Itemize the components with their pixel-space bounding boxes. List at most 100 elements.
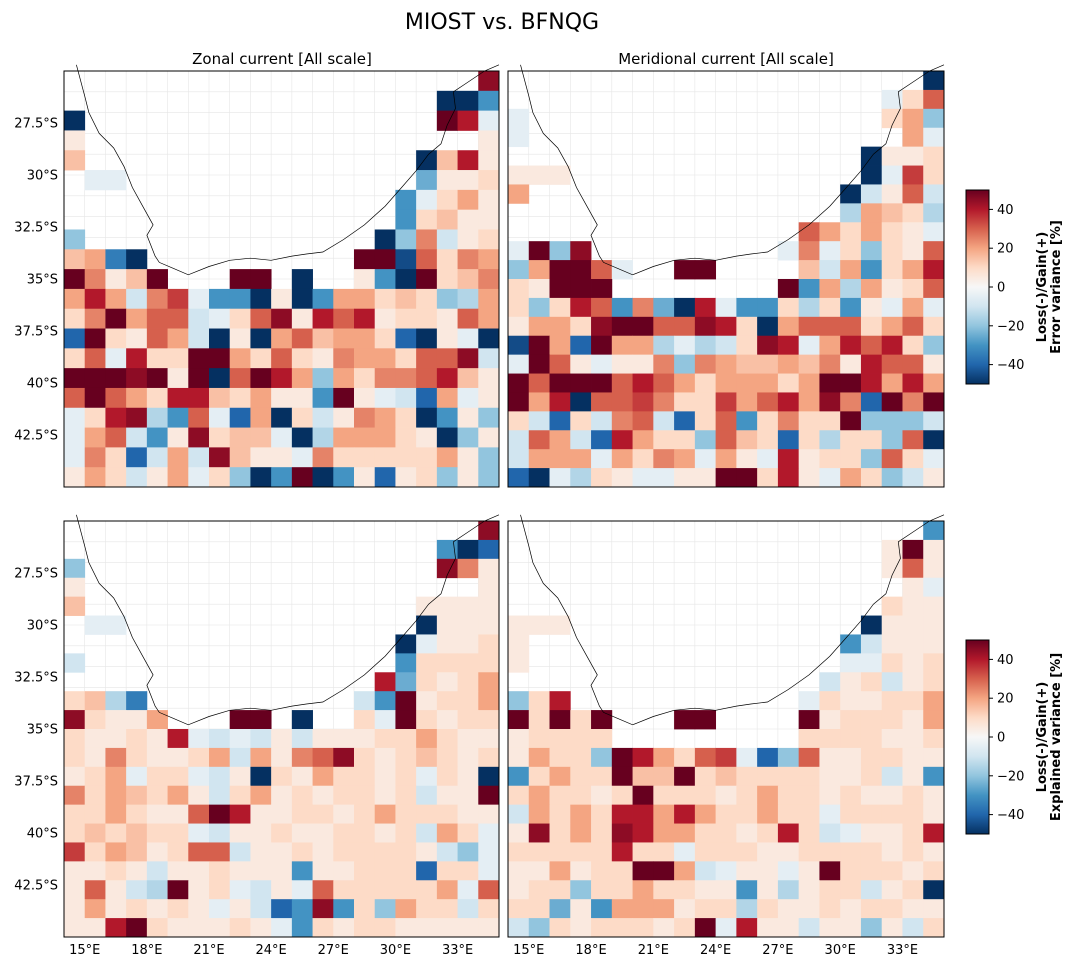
heatmap-cell: [591, 297, 613, 318]
heatmap-cell: [632, 861, 654, 881]
heatmap-cell: [354, 427, 376, 448]
heatmap-cell: [694, 823, 717, 843]
heatmap-cell: [591, 430, 613, 450]
heatmap-cell: [395, 918, 417, 938]
heatmap-cell: [715, 297, 737, 318]
heatmap-cell: [271, 804, 293, 824]
heatmap-cell: [611, 392, 633, 412]
heatmap-cell: [64, 710, 86, 730]
heatmap-cell: [923, 823, 945, 843]
heatmap-cell: [271, 288, 293, 310]
heatmap-cell: [694, 449, 717, 469]
heatmap-cell: [798, 241, 820, 261]
heatmap-cell: [167, 427, 189, 448]
heatmap-cell: [611, 899, 633, 919]
heatmap-cell: [715, 785, 737, 806]
heatmap-cell: [188, 880, 210, 900]
heatmap-cell: [271, 368, 293, 389]
heatmap-cell: [923, 316, 945, 337]
heatmap-cell: [819, 672, 841, 692]
heatmap-cell: [374, 899, 396, 919]
heatmap-cell: [126, 823, 148, 843]
heatmap-cell: [416, 880, 438, 900]
heatmap-cell: [250, 447, 272, 468]
heatmap-cell: [291, 823, 313, 843]
heatmap-cell: [715, 747, 737, 768]
y-tick-label: 40°S: [27, 827, 58, 842]
heatmap-cell: [291, 427, 313, 448]
y-tick-label: 37.5°S: [14, 325, 58, 340]
heatmap-cell: [105, 170, 127, 191]
heatmap-cell: [374, 249, 396, 270]
heatmap-cell: [840, 260, 862, 280]
heatmap-cell: [64, 596, 86, 616]
heatmap-cell: [694, 373, 717, 393]
heatmap-cell: [354, 447, 376, 468]
heatmap-cell: [354, 308, 376, 329]
heatmap-cell: [105, 467, 127, 488]
heatmap-cell: [674, 449, 696, 469]
heatmap-cell: [860, 861, 883, 881]
heatmap-cell: [549, 747, 571, 768]
heatmap-cell: [757, 823, 779, 843]
heatmap-cell: [840, 691, 862, 711]
heatmap-cell: [902, 279, 924, 299]
heatmap-cell: [694, 804, 717, 824]
heatmap-cell: [478, 368, 500, 389]
heatmap-cell: [798, 710, 820, 730]
heatmap-cell: [549, 899, 571, 919]
heatmap-cell: [591, 373, 613, 393]
heatmap-cell: [229, 447, 251, 468]
heatmap-cell: [881, 615, 903, 635]
heatmap-cell: [126, 368, 148, 389]
heatmap-cell: [209, 729, 231, 749]
heatmap-cell: [528, 899, 550, 919]
heatmap-cell: [209, 308, 231, 329]
heatmap-cell: [250, 368, 272, 389]
heatmap-cell: [457, 558, 479, 579]
heatmap-cell: [312, 804, 334, 824]
heatmap-cell: [715, 335, 737, 356]
heatmap-cell: [549, 804, 571, 824]
heatmap-cell: [126, 308, 148, 329]
heatmap-cell: [146, 308, 168, 329]
heatmap-cell: [777, 899, 800, 919]
heatmap-cell: [84, 170, 106, 191]
heatmap-cell: [416, 447, 438, 468]
x-tick-label: 27°E: [762, 943, 793, 958]
heatmap-cell: [312, 348, 334, 369]
heatmap-cell: [674, 710, 696, 730]
heatmap-cell: [736, 880, 758, 900]
colorbar-explained-gradient: [965, 639, 990, 835]
heatmap-cell: [632, 766, 654, 787]
heatmap-cell: [528, 354, 550, 374]
heatmap-cell: [694, 785, 717, 806]
heatmap-cell: [653, 804, 675, 824]
heatmap-cell: [333, 842, 355, 862]
heatmap-cell: [188, 407, 210, 428]
colorbar-explained-label-1: Loss(-)/Gain(+): [1035, 682, 1050, 793]
heatmap-cell: [457, 596, 479, 616]
heatmap-cell: [674, 335, 696, 356]
heatmap-cell: [840, 373, 862, 393]
heatmap-cell: [146, 447, 168, 468]
heatmap-cell: [528, 430, 550, 450]
heatmap-cell: [291, 407, 313, 428]
heatmap-cell: [291, 804, 313, 824]
colorbar-tick-label: −20: [997, 319, 1024, 334]
heatmap-cell: [757, 297, 779, 318]
heatmap-cell: [715, 316, 737, 337]
heatmap-cell: [209, 368, 231, 389]
heatmap-cell: [611, 785, 633, 806]
heatmap-cell: [798, 842, 820, 862]
heatmap-cell: [312, 899, 334, 919]
heatmap-cell: [229, 407, 251, 428]
heatmap-cell: [632, 392, 654, 412]
heatmap-cell: [860, 449, 883, 469]
y-tick-label: 37.5°S: [14, 775, 58, 790]
heatmap-cell: [591, 823, 613, 843]
heatmap-cell: [757, 804, 779, 824]
heatmap-cell: [188, 368, 210, 389]
heatmap-cell: [528, 729, 550, 749]
heatmap-cell: [881, 335, 903, 356]
